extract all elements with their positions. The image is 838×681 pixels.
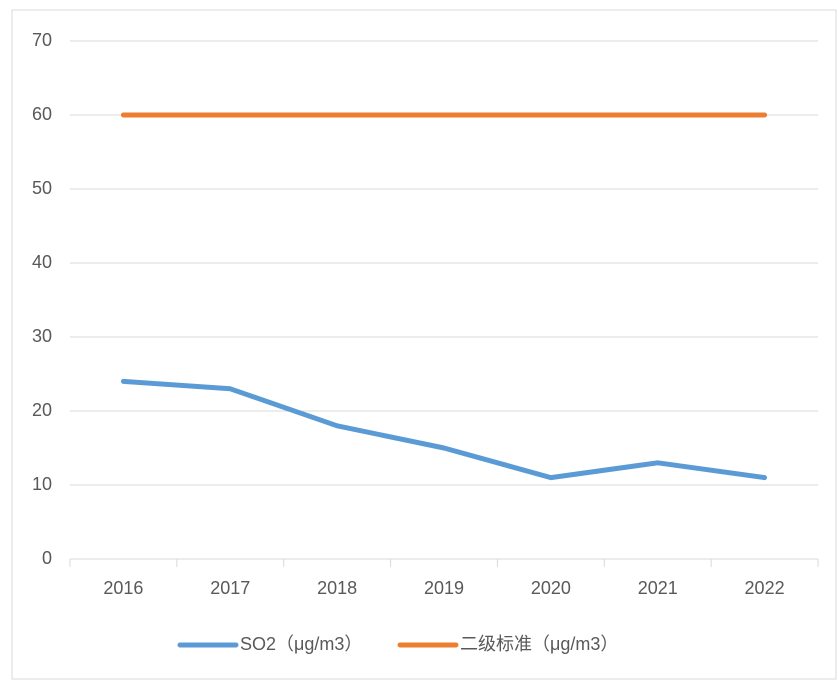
y-tick-label: 10 bbox=[32, 474, 52, 494]
y-tick-label: 40 bbox=[32, 252, 52, 272]
chart-border bbox=[11, 9, 837, 680]
legend-label: 二级标准（μg/m3） bbox=[460, 634, 618, 654]
x-tick-label: 2018 bbox=[317, 578, 357, 598]
x-tick-label: 2019 bbox=[424, 578, 464, 598]
y-tick-label: 50 bbox=[32, 178, 52, 198]
x-tick-label: 2016 bbox=[103, 578, 143, 598]
x-tick-label: 2017 bbox=[210, 578, 250, 598]
y-tick-label: 30 bbox=[32, 326, 52, 346]
x-tick-label: 2020 bbox=[531, 578, 571, 598]
y-tick-label: 60 bbox=[32, 104, 52, 124]
series-line bbox=[120, 378, 768, 481]
x-tick-label: 2021 bbox=[638, 578, 678, 598]
y-tick-label: 20 bbox=[32, 400, 52, 420]
y-tick-label: 0 bbox=[42, 548, 52, 568]
legend-label: SO2（μg/m3） bbox=[240, 634, 362, 654]
x-tick-label: 2022 bbox=[745, 578, 785, 598]
y-tick-label: 70 bbox=[32, 30, 52, 50]
